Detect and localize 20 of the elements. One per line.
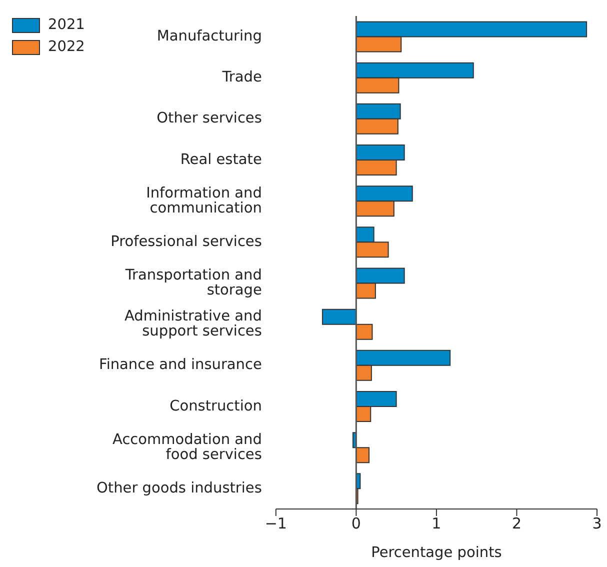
y-tick-label: Finance and insurance — [99, 357, 262, 374]
x-tick-label: 3 — [592, 514, 602, 533]
x-axis-title: Percentage points — [371, 545, 502, 561]
legend-label: 2021 — [47, 16, 85, 35]
y-tick-label: Transportation and storage — [124, 268, 262, 299]
y-tick-label: Information and communication — [146, 185, 262, 216]
y-tick-label: Other goods industries — [96, 480, 262, 496]
y-tick-label: Real estate — [180, 152, 262, 168]
x-tick-label: 0 — [351, 514, 361, 533]
legend-label: 2022 — [47, 38, 85, 57]
x-tick-label: 1 — [432, 514, 442, 533]
y-tick-label: Other services — [156, 110, 262, 127]
y-tick-label: Construction — [170, 398, 262, 414]
x-tick-label: 2 — [512, 514, 522, 533]
y-tick-label: Administrative and support services — [124, 308, 262, 340]
y-tick-label: Professional services — [110, 234, 262, 250]
x-tick-label: −1 — [264, 514, 287, 533]
y-tick-label: Manufacturing — [156, 28, 262, 45]
y-tick-label: Trade — [221, 70, 262, 86]
y-tick-label: Accommodation and food services — [112, 432, 262, 463]
